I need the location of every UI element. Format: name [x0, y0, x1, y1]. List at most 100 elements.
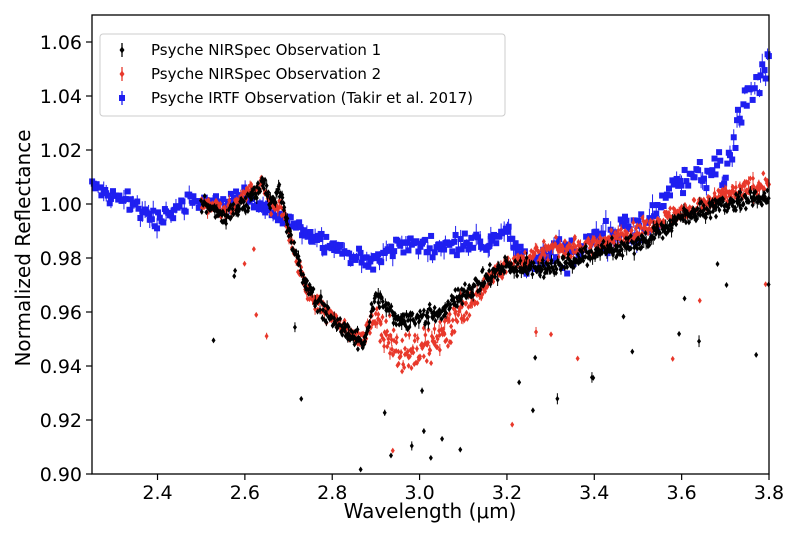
irtf-point: [491, 231, 498, 238]
nirspec-obs1-point: [458, 446, 463, 453]
nirspec-obs2-point: [453, 308, 458, 315]
nirspec-obs1-point: [433, 317, 438, 324]
x-tick-label: 3.4: [579, 482, 609, 504]
nirspec-obs1-point: [462, 288, 467, 295]
irtf-point: [622, 213, 629, 220]
nirspec-obs1-point: [448, 301, 453, 308]
nirspec-obs2-point: [386, 339, 391, 346]
nirspec-obs1-point: [318, 306, 323, 313]
nirspec-obs1-point: [619, 246, 624, 253]
x-tick-label: 3.8: [754, 482, 784, 504]
nirspec-obs1-point: [694, 215, 699, 222]
y-tick-label: 0.98: [40, 248, 82, 270]
irtf-point: [547, 249, 554, 256]
nirspec-obs2-point: [400, 337, 405, 344]
nirspec-obs1-point: [421, 428, 426, 435]
irtf-point: [300, 227, 307, 234]
irtf-point: [227, 190, 234, 197]
irtf-point: [562, 241, 569, 248]
nirspec-obs2-point: [562, 238, 567, 245]
irtf-point: [708, 172, 715, 179]
nirspec-obs1-point: [371, 306, 376, 313]
nirspec-obs1-point: [427, 301, 432, 308]
nirspec-obs1-point: [731, 198, 736, 205]
irtf-point: [762, 75, 769, 82]
irtf-point: [276, 210, 283, 217]
nirspec-obs1-point: [440, 435, 445, 442]
legend-label: Psyche NIRSpec Observation 1: [151, 41, 381, 59]
nirspec-obs2-point: [609, 227, 614, 234]
nirspec-obs1-point: [588, 255, 593, 262]
nirspec-obs1-point: [292, 324, 297, 331]
irtf-point: [109, 188, 116, 195]
nirspec-obs2-point: [429, 360, 434, 367]
nirspec-obs1-point: [549, 257, 554, 264]
nirspec-obs1-point: [502, 269, 507, 276]
nirspec-obs2-point: [435, 344, 440, 351]
plot-frame: [91, 14, 770, 475]
nirspec-obs1-point: [753, 188, 758, 195]
irtf-point: [315, 233, 322, 240]
irtf-point: [260, 201, 267, 208]
nirspec-obs1-point: [292, 239, 297, 246]
nirspec-obs1-point: [739, 196, 744, 203]
irtf-point: [691, 174, 698, 181]
x-tick-label: 3.0: [404, 482, 434, 504]
nirspec-obs1-point: [518, 257, 523, 264]
irtf-point: [688, 170, 695, 177]
irtf-point: [705, 168, 712, 175]
irtf-point: [576, 250, 583, 257]
irtf-point: [703, 185, 710, 192]
irtf-point: [179, 198, 186, 205]
irtf-point: [357, 249, 364, 256]
nirspec-obs1-point: [420, 387, 425, 394]
nirspec-obs1-point: [268, 205, 273, 212]
nirspec-obs1-point: [681, 216, 686, 223]
nirspec-obs2-point: [382, 343, 387, 350]
irtf-point: [350, 253, 357, 260]
irtf-point: [145, 210, 152, 217]
nirspec-obs1-point: [425, 309, 430, 316]
irtf-point: [107, 195, 114, 202]
irtf-point: [426, 245, 433, 252]
irtf-point: [680, 190, 687, 197]
nirspec-obs2-point: [390, 447, 395, 454]
irtf-point: [677, 177, 684, 184]
irtf-point: [160, 219, 167, 226]
nirspec-obs1-point: [389, 303, 394, 310]
irtf-point: [749, 96, 756, 103]
nirspec-obs1-point: [583, 243, 588, 250]
nirspec-obs1-point: [677, 330, 682, 337]
nirspec-obs2-point: [380, 314, 385, 321]
nirspec-obs1-point: [624, 235, 629, 242]
nirspec-obs1-point: [513, 258, 518, 265]
irtf-point: [321, 249, 328, 256]
nirspec-obs2-point: [451, 305, 456, 312]
nirspec-obs2-point: [399, 349, 404, 356]
irtf-point: [649, 202, 656, 209]
irtf-point: [451, 238, 458, 245]
nirspec-obs1-point: [548, 268, 553, 275]
irtf-point: [323, 233, 330, 240]
nirspec-obs2-point: [465, 315, 470, 322]
irtf-point: [620, 223, 627, 230]
irtf-point: [365, 263, 372, 270]
y-tick-label: 1.02: [40, 140, 82, 162]
irtf-point: [404, 239, 411, 246]
nirspec-obs1-point: [717, 207, 722, 214]
nirspec-obs2-point: [563, 250, 568, 257]
nirspec-obs2-point: [425, 339, 430, 346]
nirspec-obs1-point: [515, 268, 520, 275]
irtf-point: [740, 101, 747, 108]
nirspec-obs1-point: [635, 245, 640, 252]
irtf-point: [717, 157, 724, 164]
irtf-point: [736, 115, 743, 122]
irtf-point: [308, 238, 315, 245]
nirspec-obs1-point: [525, 270, 530, 277]
irtf-point: [564, 270, 571, 277]
irtf-point: [368, 255, 375, 262]
irtf-point: [460, 242, 467, 249]
irtf-point: [678, 182, 685, 189]
nirspec-obs2-point: [697, 297, 702, 304]
nirspec-obs2-point: [407, 332, 412, 339]
